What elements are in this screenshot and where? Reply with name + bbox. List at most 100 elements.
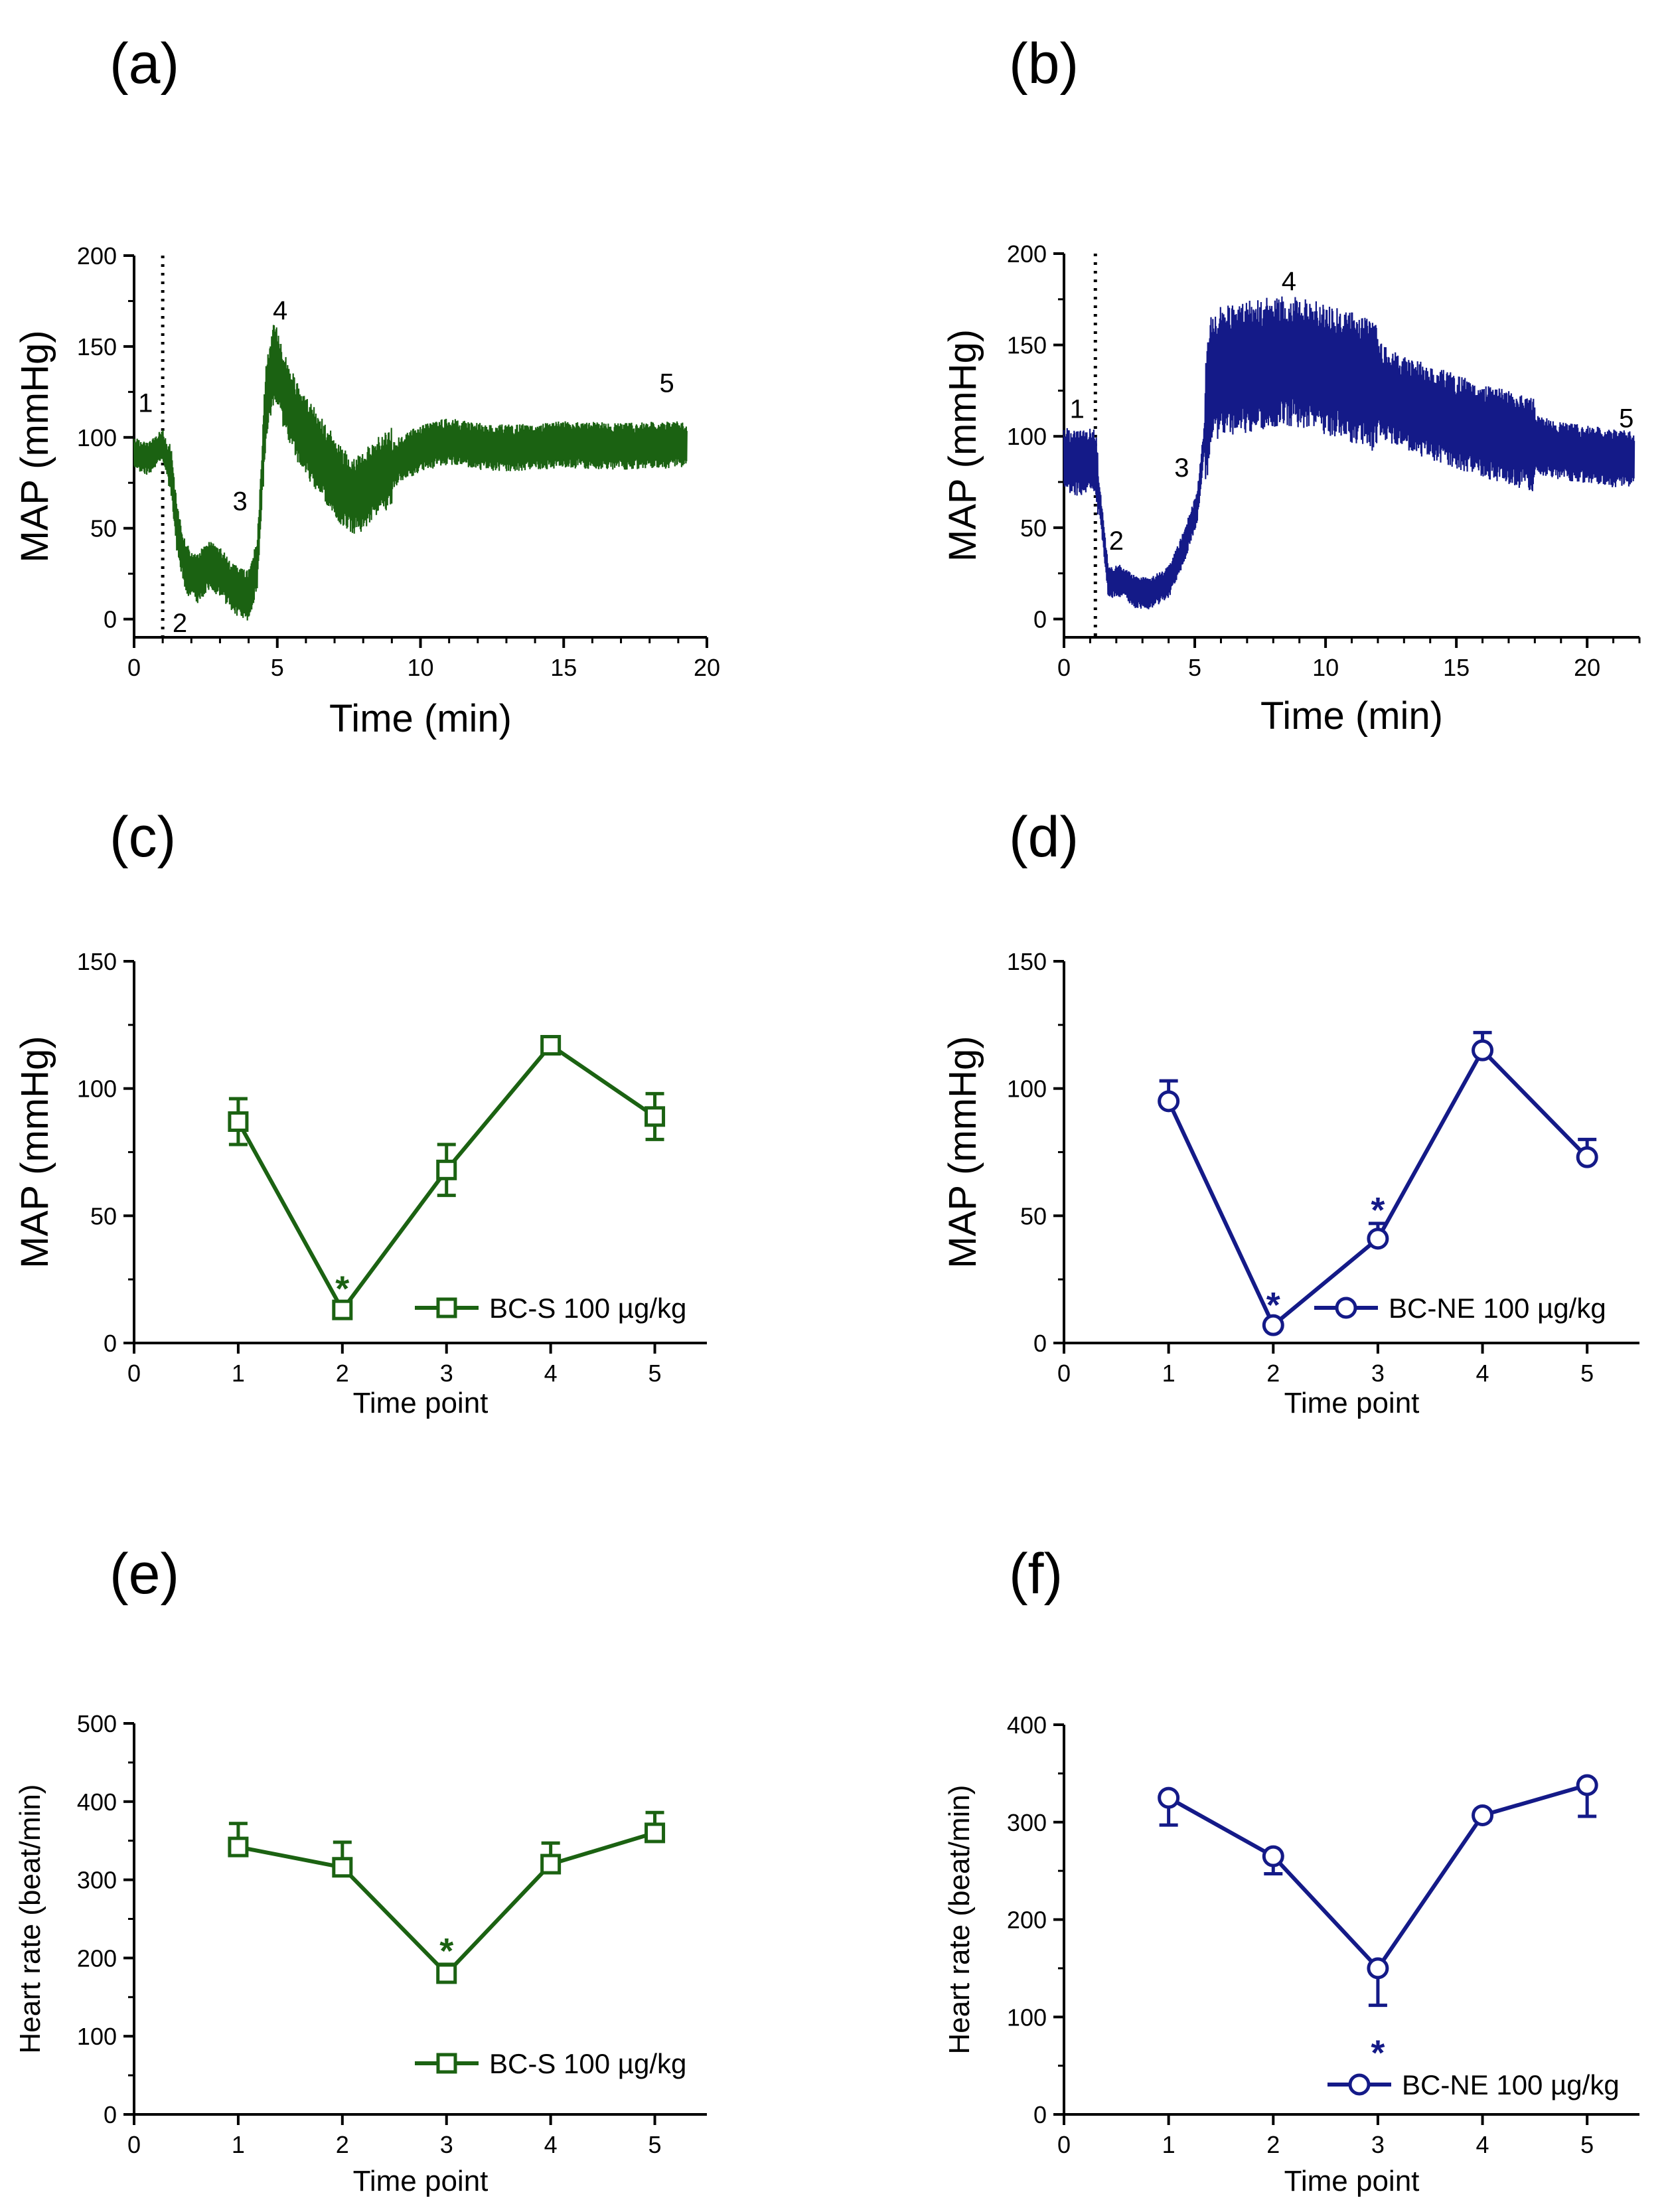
x-tick-label: 20 — [694, 654, 720, 681]
x-tick-label: 1 — [1162, 1360, 1175, 1387]
data-point — [332, 1857, 353, 1878]
y-tick-label: 500 — [77, 1710, 117, 1737]
timepoint-annotation: 4 — [273, 296, 287, 325]
x-tick-label: 3 — [1371, 2131, 1385, 2158]
data-point — [436, 1963, 457, 1984]
x-tick-label: 15 — [1443, 654, 1470, 681]
data-point — [228, 1836, 249, 1857]
y-tick-label: 100 — [1007, 2004, 1047, 2031]
data-point — [644, 1106, 666, 1127]
x-axis-label: Time (min) — [329, 697, 512, 740]
pressure-trace — [1063, 296, 1635, 609]
x-tick-label: 10 — [407, 654, 433, 681]
x-tick-label: 2 — [1266, 1360, 1280, 1387]
x-tick-label: 5 — [1188, 654, 1201, 681]
panel-label: (f) — [1009, 1542, 1063, 1606]
y-tick-label: 150 — [77, 333, 117, 360]
timepoint-annotation: 4 — [1282, 267, 1296, 296]
y-axis-label: MAP (mmHg) — [13, 1036, 56, 1268]
x-tick-label: 4 — [1476, 2131, 1489, 2158]
x-tick-label: 15 — [550, 654, 577, 681]
legend-marker — [436, 2053, 457, 2074]
timepoint-annotation: 2 — [173, 609, 187, 638]
y-tick-label: 150 — [77, 948, 117, 975]
x-tick-label: 2 — [336, 1360, 349, 1387]
x-axis-label: Time (min) — [1260, 694, 1443, 738]
significance-asterisk: * — [1371, 2033, 1385, 2073]
x-tick-label: 5 — [1580, 2131, 1594, 2158]
chart-panel-f: (f) 0 100 200 300 400 0 1 2 3 4 5 Heart rate (beat/m… — [943, 1542, 1639, 2197]
x-tick-label: 1 — [232, 2131, 245, 2158]
y-tick-label: 100 — [77, 2023, 117, 2050]
timepoint-annotation: 5 — [1619, 404, 1633, 433]
timepoint-annotation: 3 — [1174, 453, 1189, 483]
x-tick-label: 4 — [544, 1360, 558, 1387]
data-point — [540, 1854, 562, 1875]
x-tick-label: 5 — [271, 654, 284, 681]
significance-asterisk: * — [335, 1269, 349, 1309]
legend-label: BC-NE 100 µg/kg — [1389, 1293, 1606, 1324]
data-point — [332, 1299, 353, 1320]
y-tick-label: 400 — [77, 1788, 117, 1816]
data-point — [1158, 1786, 1180, 1809]
data-point — [1576, 1774, 1598, 1796]
significance-asterisk: * — [1266, 1285, 1280, 1325]
significance-asterisk: * — [439, 1931, 453, 1971]
x-axis-label: Time point — [353, 2165, 489, 2197]
x-tick-label: 20 — [1574, 654, 1600, 681]
pressure-trace — [133, 325, 688, 621]
series-line — [1166, 1047, 1589, 1328]
data-point — [436, 1159, 457, 1180]
data-point — [1472, 1804, 1494, 1826]
legend-label: BC-S 100 µg/kg — [489, 1293, 686, 1324]
y-tick-label: 200 — [1007, 240, 1047, 268]
x-tick-label: 0 — [1057, 1360, 1071, 1387]
timepoint-annotation: 2 — [1109, 526, 1124, 556]
x-tick-label: 5 — [648, 1360, 662, 1387]
y-tick-label: 0 — [1033, 605, 1047, 633]
x-tick-label: 10 — [1312, 654, 1339, 681]
y-tick-label: 300 — [1007, 1809, 1047, 1836]
data-point — [228, 1111, 249, 1132]
x-tick-label: 5 — [648, 2131, 662, 2158]
chart-panel-d: (d) 0 50 100 150 0 1 2 3 4 5 MAP (mmHg) Time point * *… — [941, 805, 1639, 1419]
panel-label: (a) — [110, 32, 179, 96]
y-tick-label: 0 — [104, 1330, 117, 1357]
x-axis-label: Time point — [1284, 2165, 1420, 2197]
timepoint-annotation: 1 — [138, 388, 153, 418]
chart-panel-c: (c) 0 50 100 150 0 1 2 3 4 5 MAP (mmHg) Time point * B… — [13, 805, 707, 1419]
x-tick-label: 2 — [336, 2131, 349, 2158]
y-tick-label: 0 — [1033, 2101, 1047, 2128]
y-tick-label: 200 — [1007, 1907, 1047, 1934]
x-tick-label: 1 — [1162, 2131, 1175, 2158]
data-point — [1262, 1845, 1284, 1867]
x-tick-label: 0 — [1057, 654, 1071, 681]
y-axis-label: Heart rate (beat/min) — [14, 1784, 46, 2054]
y-tick-label: 150 — [1007, 948, 1047, 975]
x-tick-label: 0 — [127, 654, 141, 681]
y-tick-label: 100 — [77, 424, 117, 451]
legend-marker — [1335, 1297, 1357, 1319]
timepoint-annotation: 3 — [233, 487, 248, 516]
timepoint-annotation: 5 — [659, 368, 674, 398]
series-line — [1168, 1783, 1588, 1972]
x-tick-label: 0 — [127, 1360, 141, 1387]
y-tick-label: 150 — [1007, 332, 1047, 359]
y-axis-label: Heart rate (beat/min) — [943, 1785, 976, 2055]
y-tick-label: 300 — [77, 1867, 117, 1894]
y-tick-label: 100 — [1007, 1075, 1047, 1103]
y-tick-label: 100 — [77, 1075, 117, 1103]
y-tick-label: 100 — [1007, 423, 1047, 450]
panel-label: (e) — [110, 1542, 179, 1606]
x-tick-label: 3 — [1371, 1360, 1385, 1387]
y-tick-label: 0 — [1033, 1330, 1047, 1357]
timepoint-annotation: 1 — [1070, 395, 1085, 424]
y-tick-label: 50 — [90, 1202, 117, 1229]
x-tick-label: 3 — [440, 1360, 453, 1387]
data-point — [1576, 1146, 1598, 1168]
legend-label: BC-NE 100 µg/kg — [1402, 2069, 1620, 2100]
y-axis-label: MAP (mmHg) — [13, 330, 56, 562]
x-tick-label: 0 — [127, 2131, 141, 2158]
x-axis-label: Time point — [1284, 1387, 1420, 1419]
